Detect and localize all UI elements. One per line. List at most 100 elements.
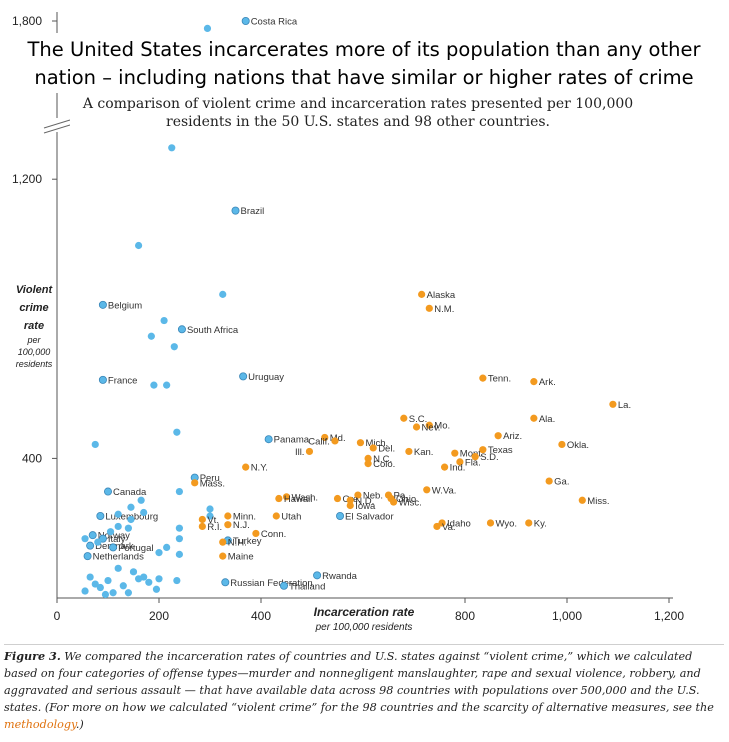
state-point[interactable] [282,493,291,501]
country-point[interactable] [127,515,135,524]
state-point[interactable] [191,479,199,487]
country-point[interactable] [175,535,183,543]
state-point[interactable] [545,477,553,485]
country-point[interactable] [127,503,135,511]
country-point[interactable] [221,578,230,587]
state-point[interactable] [471,453,479,461]
country-point[interactable] [313,571,322,580]
state-point[interactable] [433,522,441,531]
country-point[interactable] [119,582,127,590]
country-point[interactable] [96,583,104,592]
state-point[interactable] [609,400,617,408]
state-point[interactable] [530,414,538,422]
country-point[interactable] [239,372,248,381]
country-point[interactable] [86,573,94,581]
country-point[interactable] [175,524,183,532]
state-point[interactable] [390,498,398,506]
country-point[interactable] [94,538,102,546]
state-point[interactable] [321,433,329,442]
country-point[interactable] [91,580,99,588]
state-point[interactable] [423,486,431,494]
country-point[interactable] [177,325,186,334]
country-point[interactable] [135,575,143,583]
country-point[interactable] [135,241,143,250]
state-point[interactable] [558,440,566,449]
state-point[interactable] [224,512,232,520]
state-point[interactable] [364,460,372,468]
country-point[interactable] [279,581,288,590]
country-point[interactable] [104,487,113,496]
country-point[interactable] [155,549,163,557]
country-point[interactable] [163,543,171,551]
country-point[interactable] [124,524,132,532]
country-point[interactable] [106,528,115,536]
state-point[interactable] [525,519,533,527]
state-point[interactable] [418,290,426,298]
country-point[interactable] [175,550,183,558]
state-point[interactable] [400,414,408,422]
state-point[interactable] [456,458,464,466]
country-point[interactable] [98,375,107,384]
state-point[interactable] [346,501,354,510]
country-point[interactable] [129,568,138,576]
state-point[interactable] [242,463,250,471]
state-point[interactable] [252,529,260,538]
country-point[interactable] [98,534,107,543]
state-point[interactable] [333,494,342,503]
country-point[interactable] [114,564,122,572]
state-point[interactable] [354,491,362,499]
country-point[interactable] [145,578,153,586]
state-point[interactable] [578,496,586,504]
country-point[interactable] [88,531,97,540]
country-point[interactable] [109,543,118,552]
country-point[interactable] [104,576,112,585]
country-point[interactable] [173,576,181,585]
state-point[interactable] [219,552,227,560]
country-point[interactable] [264,435,273,444]
state-point[interactable] [494,432,502,440]
state-point[interactable] [479,446,487,454]
country-point[interactable] [173,428,181,436]
country-point[interactable] [241,16,250,25]
state-point[interactable] [275,494,283,503]
state-point[interactable] [305,447,314,456]
country-point[interactable] [163,381,171,389]
state-point[interactable] [441,463,449,471]
country-point[interactable] [137,496,145,504]
methodology-link[interactable]: methodology [4,718,76,731]
state-point[interactable] [486,519,495,527]
country-point[interactable] [109,589,117,597]
country-point[interactable] [170,343,178,351]
country-point[interactable] [152,585,161,593]
country-point[interactable] [140,508,148,517]
country-point[interactable] [101,590,110,599]
country-point[interactable] [206,505,214,513]
country-point[interactable] [81,587,89,595]
state-point[interactable] [219,538,227,546]
state-point[interactable] [438,519,446,527]
country-point[interactable] [203,24,212,32]
state-point[interactable] [369,444,377,452]
state-point[interactable] [198,515,206,524]
country-point[interactable] [219,290,227,298]
country-point[interactable] [175,487,183,496]
state-point[interactable] [425,421,433,429]
state-point[interactable] [479,374,487,382]
country-point[interactable] [91,440,99,449]
country-point[interactable] [155,575,163,583]
state-point[interactable] [272,512,280,520]
state-point[interactable] [224,521,232,529]
country-point[interactable] [206,512,214,520]
state-point[interactable] [425,304,433,312]
country-point[interactable] [81,535,89,543]
country-point[interactable] [231,206,240,215]
country-point[interactable] [83,552,92,561]
country-point[interactable] [86,541,95,550]
country-point[interactable] [150,381,158,389]
state-point[interactable] [530,378,538,386]
country-point[interactable] [96,511,105,520]
country-point[interactable] [147,332,155,340]
country-point[interactable] [114,510,122,518]
state-point[interactable] [198,522,206,531]
state-point[interactable] [451,449,459,457]
